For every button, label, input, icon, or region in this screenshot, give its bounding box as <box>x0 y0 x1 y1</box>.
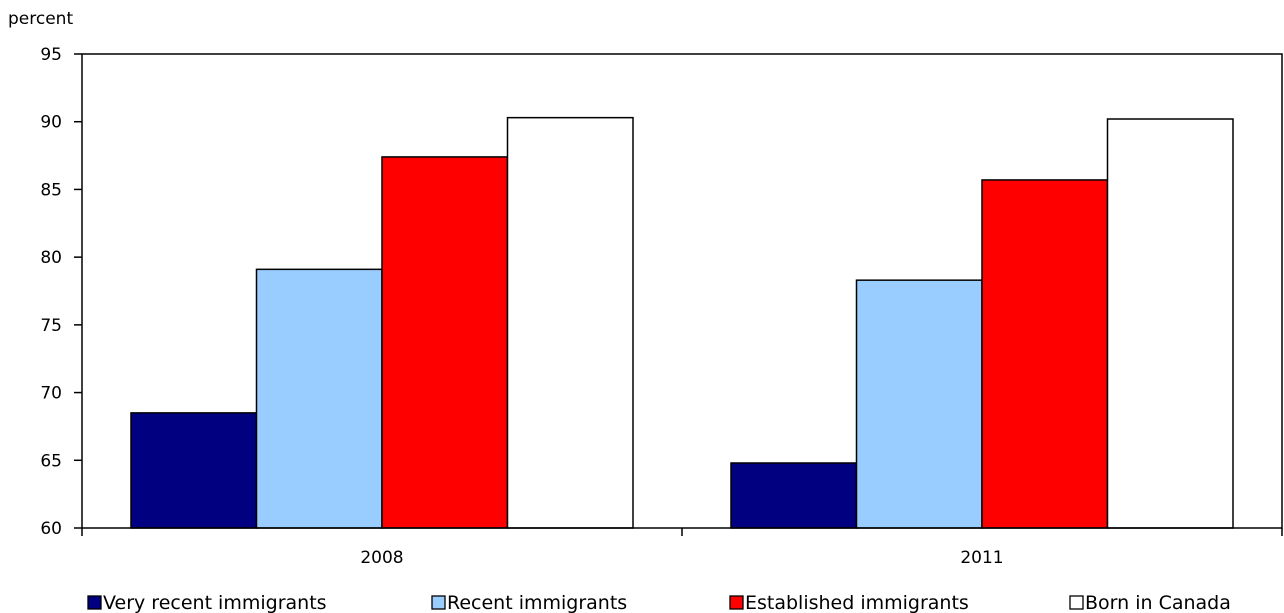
bar-recent-immigrants-2008 <box>255 268 383 529</box>
bar-born-in-canada-2011 <box>1106 118 1234 529</box>
y-tick-label: 85 <box>40 180 62 200</box>
y-tick-label: 95 <box>40 45 62 65</box>
legend-item-very-recent-immigrants: Very recent immigrants <box>87 592 327 613</box>
x-tick-label: 2011 <box>960 548 1003 568</box>
x-tick-label: 2008 <box>360 548 403 568</box>
y-tick-label: 75 <box>40 316 62 336</box>
legend-item-recent-immigrants: Recent immigrants <box>431 592 627 613</box>
bar-recent-immigrants-2011 <box>855 279 983 529</box>
bar-very-recent-immigrants-2008 <box>130 412 258 529</box>
legend-swatch <box>431 595 446 610</box>
legend-swatch <box>1069 595 1084 610</box>
bar-established-immigrants-2008 <box>381 156 509 529</box>
bar-very-recent-immigrants-2011 <box>730 462 858 529</box>
legend-label: Born in Canada <box>1085 592 1231 613</box>
legend-label: Very recent immigrants <box>103 592 327 613</box>
legend-label: Established immigrants <box>745 592 969 613</box>
y-tick-label: 80 <box>40 248 62 268</box>
legend-swatch <box>87 595 102 610</box>
y-tick-label: 60 <box>40 519 62 539</box>
legend-item-established-immigrants: Established immigrants <box>729 592 969 613</box>
legend: Very recent immigrants Recent immigrants E… <box>87 592 1231 613</box>
bar-born-in-canada-2008 <box>506 116 634 529</box>
bars <box>130 116 1234 529</box>
x-axis-ticks: 2008 2011 <box>81 528 1283 568</box>
legend-label: Recent immigrants <box>447 592 627 613</box>
y-tick-label: 90 <box>40 113 62 133</box>
y-axis-ticks: 60 65 70 75 80 85 90 95 <box>40 45 82 539</box>
y-tick-label: 65 <box>40 451 62 471</box>
legend-item-born-in-canada: Born in Canada <box>1069 592 1231 613</box>
y-axis-unit-label: percent <box>8 9 73 29</box>
y-tick-label: 70 <box>40 384 62 404</box>
legend-swatch <box>729 595 744 610</box>
bar-established-immigrants-2011 <box>981 179 1109 529</box>
